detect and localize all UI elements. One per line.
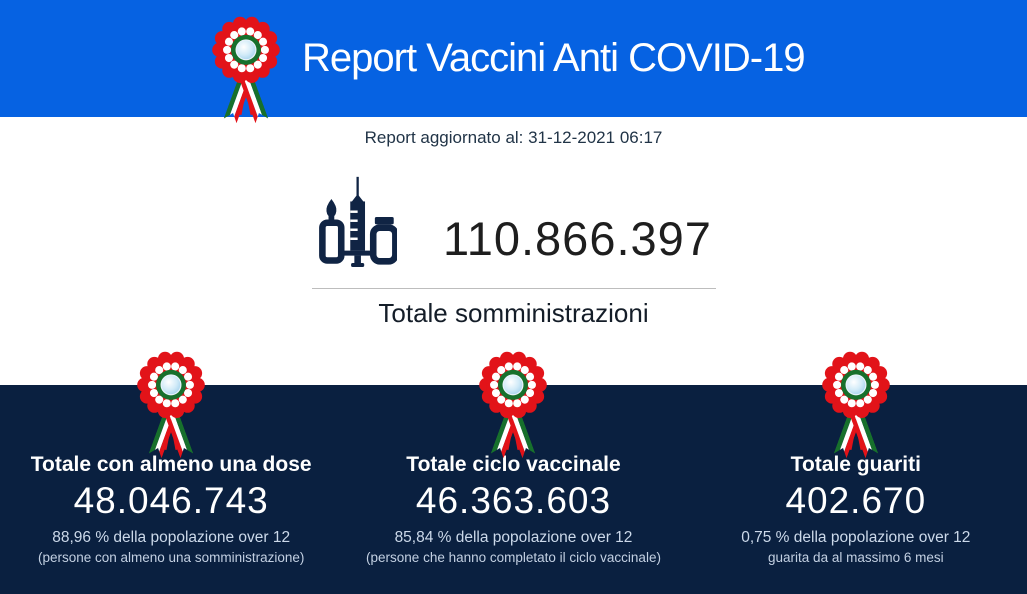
stat-title: Totale guariti: [790, 453, 921, 476]
italian-cockade-icon: [128, 345, 214, 466]
stat-title: Totale ciclo vaccinale: [406, 453, 621, 476]
page-title: Report Vaccini Anti COVID-19: [302, 36, 806, 80]
stats-band: Totale con almeno una dose 48.046.743 88…: [0, 385, 1027, 594]
total-administrations-value: 110.866.397: [443, 211, 712, 265]
stat-percent: 85,84 % della popolazione over 12: [394, 529, 633, 546]
italian-cockade-icon: [203, 10, 289, 131]
total-administrations-label: Totale somministrazioni: [378, 298, 649, 328]
stat-note: guarita da al massimo 6 mesi: [768, 550, 944, 565]
stat-value: 402.670: [785, 480, 927, 521]
total-administrations-section: 110.866.397 Totale somministrazioni: [0, 176, 1027, 329]
stat-column-recovered: Totale guariti 402.670 0,75 % della popo…: [685, 385, 1027, 594]
italian-cockade-icon: [470, 345, 556, 466]
divider-line: [311, 288, 716, 289]
stat-note: (persone con almeno una somministrazione…: [37, 550, 305, 565]
stat-note: (persone che hanno completato il ciclo v…: [366, 550, 661, 565]
report-updated-text: Report aggiornato al: 31-12-2021 06:17: [364, 128, 663, 147]
italian-cockade-icon: [813, 345, 899, 466]
stat-value: 48.046.743: [73, 480, 269, 521]
stat-value: 46.363.603: [415, 480, 612, 521]
stat-percent: 88,96 % della popolazione over 12: [52, 529, 291, 546]
stat-column-full-cycle: Totale ciclo vaccinale 46.363.603 85,84 …: [342, 385, 684, 594]
syringe-and-vials-icon: [315, 176, 397, 272]
stat-title: Totale con almeno una dose: [30, 453, 312, 476]
stat-column-first-dose: Totale con almeno una dose 48.046.743 88…: [0, 385, 342, 594]
total-row: 110.866.397: [0, 176, 1027, 272]
stat-percent: 0,75 % della popolazione over 12: [741, 529, 971, 546]
header: Report Vaccini Anti COVID-19: [0, 0, 1027, 117]
